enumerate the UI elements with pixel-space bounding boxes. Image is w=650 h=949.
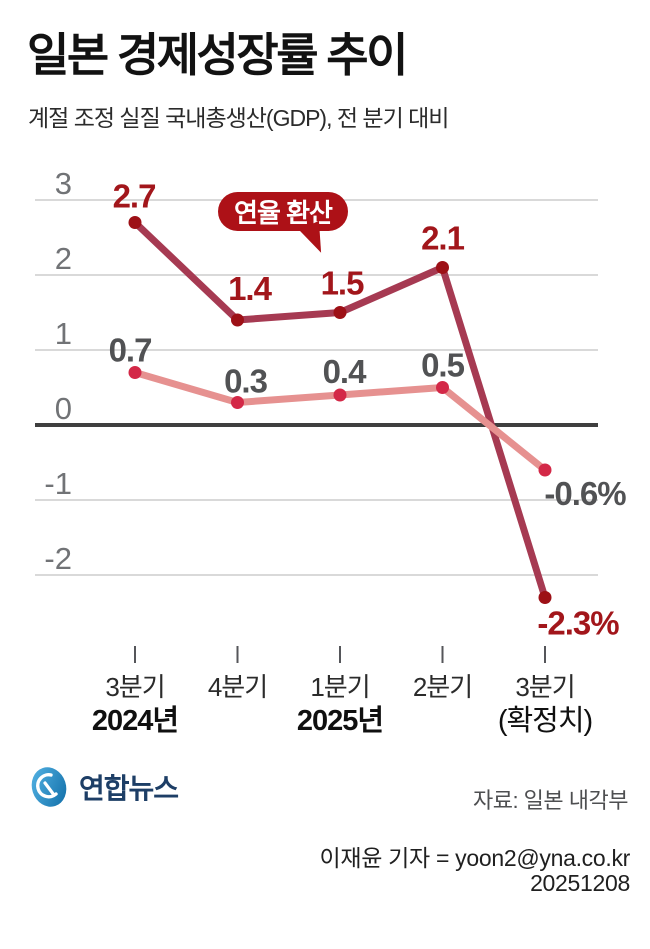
y-axis-tick-label: 0 <box>55 391 72 426</box>
data-point-marker <box>231 313 244 327</box>
data-point-marker <box>128 216 142 229</box>
x-axis-year-label: 2025년 <box>297 704 383 737</box>
data-point-label: -2.3% <box>537 605 619 642</box>
y-axis-tick-label: 2 <box>55 241 72 276</box>
y-axis-tick-label: -1 <box>44 466 72 501</box>
data-point-marker <box>333 306 347 319</box>
x-axis-year-label: (확정치) <box>498 704 592 737</box>
data-point-label: 2.7 <box>113 178 156 215</box>
data-point-label: 1.5 <box>321 265 365 302</box>
page-title: 일본 경제성장률 추이 <box>27 29 408 81</box>
page-subtitle: 계절 조정 실질 국내총생산(GDP), 전 분기 대비 <box>28 105 449 131</box>
x-axis-quarter-label: 3분기 <box>105 672 164 702</box>
data-point-marker <box>538 463 552 477</box>
data-point-marker <box>436 381 449 394</box>
data-point-label: 0.3 <box>224 363 268 400</box>
data-point-marker <box>538 591 552 604</box>
date-stamp: 20251208 <box>530 870 630 896</box>
x-axis-year-label: 2024년 <box>92 704 178 737</box>
y-axis-tick-label: -2 <box>44 541 72 576</box>
annotation-label: 연율 환산 <box>234 198 333 228</box>
byline-block: 이재윤 기자 = yoon2@yna.co.kr 20251208 <box>319 846 630 896</box>
yonhap-logo-text: 연합뉴스 <box>79 773 179 804</box>
data-point-marker <box>128 366 142 379</box>
yonhap-brand: 연합뉴스 <box>26 764 179 810</box>
data-point-label: 0.7 <box>109 332 152 369</box>
data-point-label: 1.4 <box>228 270 273 307</box>
data-point-marker <box>436 261 449 274</box>
y-axis-tick-label: 1 <box>55 316 72 351</box>
data-point-label: 2.1 <box>421 220 465 257</box>
data-point-label: -0.6% <box>544 475 626 512</box>
x-axis-quarter-label: 2분기 <box>413 672 472 702</box>
x-axis-quarter-label: 4분기 <box>208 672 267 702</box>
data-point-marker <box>333 388 347 402</box>
y-axis-tick-label: 3 <box>55 166 72 201</box>
reporter-byline: 이재윤 기자 = yoon2@yna.co.kr <box>319 845 630 871</box>
source-credit: 자료: 일본 내각부 <box>472 788 629 813</box>
annotation-bubble: 연율 환산 <box>218 192 348 258</box>
x-axis-quarter-label: 1분기 <box>310 672 369 702</box>
data-point-marker <box>231 396 244 409</box>
data-point-label: 0.5 <box>421 347 465 384</box>
data-point-label: 0.4 <box>323 353 368 390</box>
yonhap-globe-icon <box>31 767 67 807</box>
x-axis-quarter-label: 3분기 <box>515 672 574 702</box>
